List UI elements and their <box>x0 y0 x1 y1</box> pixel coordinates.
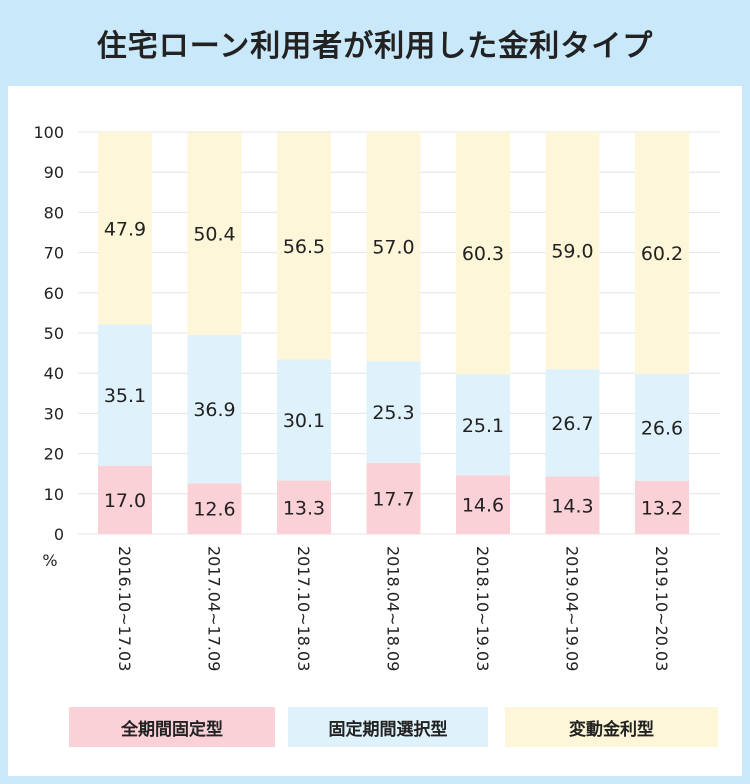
x-tick-label: 2019.10~20.03 <box>652 546 671 671</box>
data-label: 56.5 <box>283 236 325 258</box>
bar-segment <box>635 480 689 534</box>
y-tick-label: 90 <box>44 163 64 182</box>
bar-segment <box>456 475 510 534</box>
y-tick-label: 100 <box>33 123 64 142</box>
bar-segment <box>366 361 421 463</box>
legend-label-variable: 変動金利型 <box>569 719 654 740</box>
data-label: 13.2 <box>641 497 683 519</box>
data-label: 35.1 <box>104 385 146 407</box>
y-tick-label: 0 <box>54 525 64 544</box>
bar-segment <box>98 465 152 534</box>
data-label: 50.4 <box>193 224 235 246</box>
legend-label-fixed-select: 固定期間選択型 <box>328 719 448 740</box>
legend-fixed-full: 全期間固定型 <box>69 707 275 747</box>
x-tick-label: 2017.10~18.03 <box>294 546 313 671</box>
y-tick-label: 50 <box>44 324 64 343</box>
bar-segment <box>545 132 600 370</box>
bar-segment <box>277 359 331 481</box>
bar-segment <box>277 132 331 360</box>
y-tick-label: 60 <box>44 284 64 303</box>
data-label: 25.1 <box>462 415 504 437</box>
bar-segment <box>635 374 689 481</box>
y-tick-label: 70 <box>44 244 64 263</box>
x-tick-label: 2018.10~19.03 <box>473 546 492 671</box>
data-label: 14.3 <box>551 495 593 517</box>
bar-segment <box>98 324 152 466</box>
data-label: 36.9 <box>193 399 235 421</box>
data-label: 47.9 <box>104 218 146 240</box>
legend-label-fixed-full: 全期間固定型 <box>121 719 223 740</box>
data-label: 59.0 <box>551 241 593 263</box>
y-tick-label: 40 <box>44 364 64 383</box>
data-label: 17.7 <box>372 488 414 510</box>
y-tick-label: 30 <box>44 404 64 423</box>
data-label: 26.6 <box>641 417 683 439</box>
bar-segment <box>366 132 421 362</box>
bar-segment <box>545 476 600 534</box>
data-label: 25.3 <box>372 402 414 424</box>
data-label: 12.6 <box>193 499 235 521</box>
y-unit-label: % <box>42 551 57 570</box>
y-tick-label: 20 <box>44 445 64 464</box>
bar-segment <box>456 374 510 476</box>
x-tick-label: 2018.04~18.09 <box>384 546 403 671</box>
bar-segment <box>366 462 421 534</box>
data-label: 60.2 <box>641 243 683 265</box>
data-label: 17.0 <box>104 490 146 512</box>
y-tick-label: 10 <box>44 485 64 504</box>
data-label: 30.1 <box>283 410 325 432</box>
x-tick-label: 2017.04~17.09 <box>205 546 224 671</box>
bar-segment <box>187 483 242 534</box>
bar-segment <box>187 132 242 336</box>
bar-segment <box>277 480 331 534</box>
data-label: 13.3 <box>283 497 325 519</box>
data-label: 60.3 <box>462 243 504 265</box>
x-tick-label: 2019.04~19.09 <box>563 546 582 671</box>
bar-segment <box>98 132 152 325</box>
data-label: 57.0 <box>372 237 414 259</box>
bar-segment <box>187 335 242 484</box>
data-label: 14.6 <box>462 495 504 517</box>
legend-variable: 変動金利型 <box>505 707 718 747</box>
data-label: 26.7 <box>551 413 593 435</box>
x-tick-label: 2016.10~17.03 <box>115 546 134 671</box>
title-bar: 住宅ローン利用者が利用した金利タイプ <box>0 0 750 86</box>
bar-segment <box>456 132 510 375</box>
y-tick-label: 80 <box>44 203 64 222</box>
chart-title: 住宅ローン利用者が利用した金利タイプ <box>96 29 654 64</box>
bar-segment <box>545 369 600 477</box>
legend-fixed-select: 固定期間選択型 <box>288 707 488 747</box>
bar-segment <box>635 132 689 375</box>
